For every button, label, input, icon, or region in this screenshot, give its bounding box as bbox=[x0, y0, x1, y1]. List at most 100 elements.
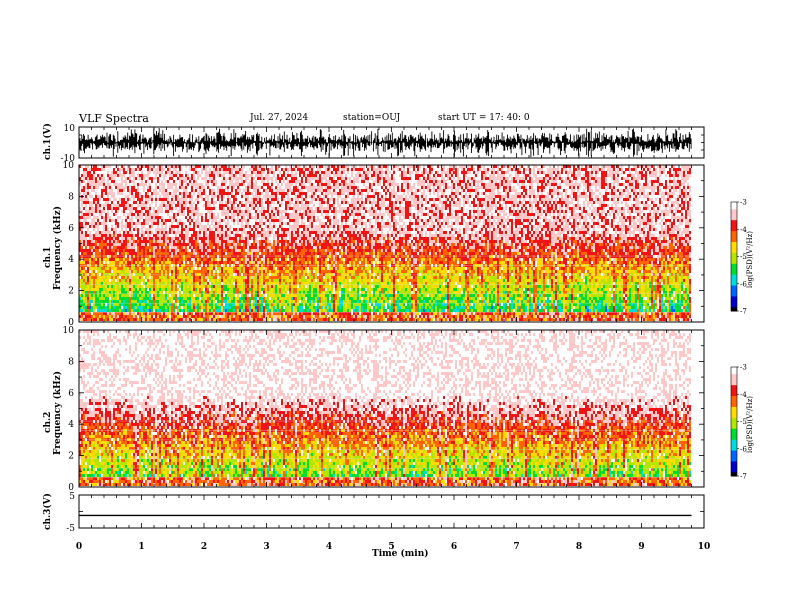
spectrogram-cell bbox=[309, 300, 311, 303]
spectrogram-cell bbox=[179, 174, 181, 177]
spectrogram-cell bbox=[265, 267, 267, 273]
spectrogram-cell bbox=[231, 255, 233, 258]
spectrogram-cell bbox=[145, 315, 147, 318]
spectrogram-cell bbox=[87, 249, 89, 258]
spectrogram-cell bbox=[97, 171, 99, 174]
spectrogram-cell bbox=[99, 285, 101, 288]
spectrogram-cell bbox=[145, 234, 147, 237]
spectrogram-cell bbox=[317, 198, 319, 201]
spectrogram-cell bbox=[103, 294, 105, 297]
spectrogram-cell bbox=[267, 306, 269, 312]
spectrogram-cell bbox=[259, 246, 261, 249]
spectrogram-cell bbox=[153, 294, 155, 297]
spectrogram-cell bbox=[169, 294, 171, 297]
spectrogram-cell bbox=[271, 270, 273, 273]
spectrogram-cell bbox=[195, 210, 197, 216]
spectrogram-cell bbox=[187, 204, 189, 207]
spectrogram-cell bbox=[129, 279, 131, 282]
spectrogram-cell bbox=[119, 291, 121, 294]
spectrogram-cell bbox=[155, 297, 157, 300]
spectrogram-cell bbox=[193, 255, 195, 258]
spectrogram-cell bbox=[89, 315, 91, 318]
spectrogram-cell bbox=[359, 168, 361, 171]
spectrogram-cell bbox=[343, 168, 345, 174]
spectrogram-cell bbox=[259, 168, 261, 171]
spectrogram-cell bbox=[271, 183, 273, 186]
spectrogram-cell bbox=[185, 270, 187, 273]
spectrogram-cell bbox=[131, 303, 133, 309]
spectrogram-cell bbox=[111, 270, 113, 273]
spectrogram-cell bbox=[229, 261, 231, 267]
spectrogram-cell bbox=[205, 213, 207, 222]
spectrogram-cell bbox=[111, 234, 113, 237]
spectrogram-cell bbox=[211, 285, 213, 288]
spectrogram-cell bbox=[239, 189, 241, 192]
spectrogram-cell bbox=[109, 222, 111, 231]
spectrogram-cell bbox=[351, 222, 353, 234]
spectrogram-cell bbox=[111, 273, 113, 276]
spectrogram-cell bbox=[193, 204, 195, 207]
spectrogram-cell bbox=[159, 294, 161, 306]
spectrogram-cell bbox=[165, 180, 167, 183]
spectrogram-cell bbox=[313, 243, 315, 246]
spectrogram-cell bbox=[331, 225, 333, 228]
spectrogram-cell bbox=[227, 303, 229, 309]
spectrogram-cell bbox=[117, 165, 119, 168]
spectrogram-cell bbox=[239, 297, 241, 300]
spectrogram-cell bbox=[119, 168, 121, 177]
spectrogram-cell bbox=[303, 267, 305, 270]
spectrogram-cell bbox=[137, 309, 139, 312]
spectrogram-cell bbox=[115, 279, 117, 282]
spectrogram-cell bbox=[335, 252, 337, 255]
spectrogram-cell bbox=[333, 192, 335, 195]
spectrogram-cell bbox=[117, 183, 119, 195]
spectrogram-cell bbox=[165, 213, 167, 219]
spectrogram-cell bbox=[269, 204, 271, 207]
spectrogram-cell bbox=[323, 279, 325, 282]
spectrogram-cell bbox=[85, 291, 87, 297]
spectrogram-cell bbox=[89, 225, 91, 228]
spectrogram-cell bbox=[107, 312, 109, 315]
spectrogram-cell bbox=[311, 204, 313, 207]
spectrogram-cell bbox=[229, 288, 231, 297]
spectrogram-cell bbox=[313, 177, 315, 180]
spectrogram-cell bbox=[275, 237, 277, 240]
spectrogram-cell bbox=[241, 198, 243, 201]
spectrogram-cell bbox=[277, 198, 279, 201]
spectrogram-cell bbox=[217, 234, 219, 237]
spectrogram-cell bbox=[119, 246, 121, 258]
spectrogram-cell bbox=[303, 291, 305, 294]
spectrogram-cell bbox=[221, 306, 223, 312]
spectrogram-cell bbox=[335, 234, 337, 240]
spectrogram-cell bbox=[259, 300, 261, 303]
spectrogram-cell bbox=[239, 243, 241, 246]
spectrogram-cell bbox=[141, 207, 143, 210]
spectrogram-cell bbox=[177, 216, 179, 222]
spectrogram-cell bbox=[227, 279, 229, 282]
spectrogram-cell bbox=[145, 273, 147, 279]
spectrogram-cell bbox=[225, 210, 227, 216]
spectrogram-cell bbox=[115, 285, 117, 291]
spectrogram-cell bbox=[151, 198, 153, 201]
spectrogram-cell bbox=[327, 276, 329, 279]
spectrogram-cell bbox=[163, 303, 165, 312]
spectrogram-cell bbox=[251, 288, 253, 300]
spectrogram-cell bbox=[323, 315, 325, 318]
spectrogram-cell bbox=[357, 282, 359, 285]
spectrogram-cell bbox=[223, 171, 225, 177]
spectrogram-cell bbox=[171, 291, 173, 303]
spectrogram-cell bbox=[123, 231, 125, 237]
spectrogram-cell bbox=[317, 177, 319, 180]
spectrogram-cell bbox=[357, 234, 359, 237]
spectrogram-cell bbox=[83, 252, 85, 255]
spectrogram-cell bbox=[103, 261, 105, 264]
spectrogram-cell bbox=[279, 315, 281, 321]
spectrogram-cell bbox=[355, 300, 357, 303]
spectrogram-cell bbox=[287, 312, 289, 315]
spectrogram-cell bbox=[155, 222, 157, 225]
spectrogram-cell bbox=[163, 258, 165, 264]
spectrogram-cell bbox=[285, 177, 287, 180]
spectrogram-cell bbox=[79, 201, 81, 207]
spectrogram-cell bbox=[347, 291, 349, 294]
spectrogram-cell bbox=[287, 297, 289, 303]
